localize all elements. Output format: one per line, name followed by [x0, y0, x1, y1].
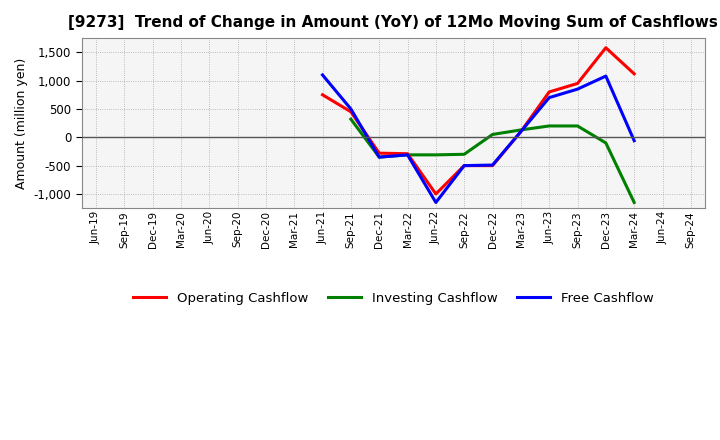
- Free Cashflow: [630, 138, 639, 143]
- Investing Cashflow: [346, 117, 355, 122]
- Free Cashflow: [346, 106, 355, 112]
- Free Cashflow: [403, 152, 412, 158]
- Operating Cashflow: [403, 151, 412, 156]
- Line: Free Cashflow: Free Cashflow: [323, 75, 634, 202]
- Investing Cashflow: [488, 132, 497, 137]
- Free Cashflow: [516, 129, 525, 134]
- Operating Cashflow: [573, 81, 582, 86]
- Operating Cashflow: [431, 191, 440, 197]
- Free Cashflow: [431, 200, 440, 205]
- Free Cashflow: [375, 154, 384, 160]
- Free Cashflow: [460, 163, 469, 168]
- Operating Cashflow: [516, 129, 525, 134]
- Free Cashflow: [601, 73, 610, 79]
- Operating Cashflow: [630, 71, 639, 77]
- Operating Cashflow: [460, 163, 469, 168]
- Investing Cashflow: [460, 152, 469, 157]
- Free Cashflow: [488, 162, 497, 168]
- Operating Cashflow: [375, 150, 384, 156]
- Investing Cashflow: [516, 127, 525, 132]
- Investing Cashflow: [375, 154, 384, 160]
- Operating Cashflow: [346, 109, 355, 114]
- Legend: Operating Cashflow, Investing Cashflow, Free Cashflow: Operating Cashflow, Investing Cashflow, …: [128, 286, 659, 310]
- Investing Cashflow: [601, 140, 610, 146]
- Investing Cashflow: [573, 123, 582, 128]
- Title: [9273]  Trend of Change in Amount (YoY) of 12Mo Moving Sum of Cashflows: [9273] Trend of Change in Amount (YoY) o…: [68, 15, 719, 30]
- Investing Cashflow: [403, 152, 412, 158]
- Operating Cashflow: [545, 89, 554, 95]
- Investing Cashflow: [630, 200, 639, 205]
- Operating Cashflow: [318, 92, 327, 97]
- Investing Cashflow: [431, 152, 440, 158]
- Line: Operating Cashflow: Operating Cashflow: [323, 48, 634, 194]
- Operating Cashflow: [601, 45, 610, 51]
- Free Cashflow: [573, 87, 582, 92]
- Free Cashflow: [545, 95, 554, 100]
- Operating Cashflow: [488, 163, 497, 168]
- Line: Investing Cashflow: Investing Cashflow: [351, 119, 634, 202]
- Y-axis label: Amount (million yen): Amount (million yen): [15, 58, 28, 189]
- Free Cashflow: [318, 72, 327, 77]
- Investing Cashflow: [545, 123, 554, 128]
